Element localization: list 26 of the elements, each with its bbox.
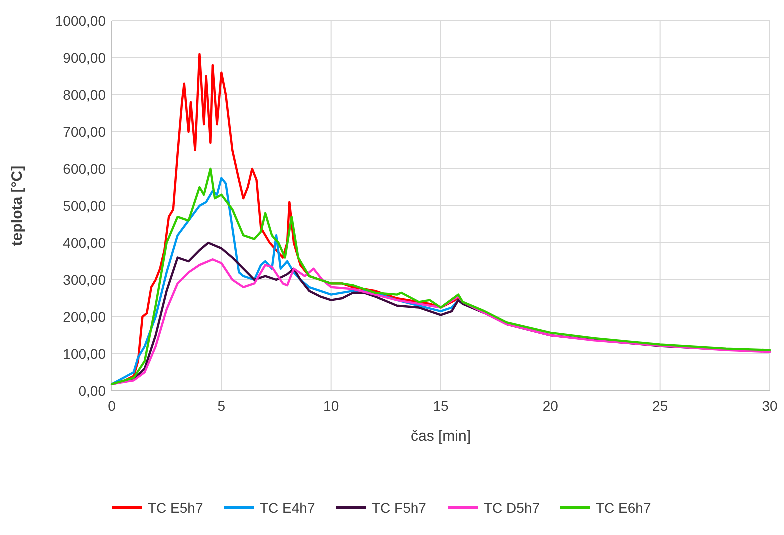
x-tick-label: 10 <box>324 398 340 414</box>
y-tick-label: 700,00 <box>63 124 106 140</box>
x-tick-label: 5 <box>218 398 226 414</box>
y-tick-label: 300,00 <box>63 272 106 288</box>
y-tick-label: 400,00 <box>63 235 106 251</box>
x-axis-title: čas [min] <box>410 428 472 445</box>
x-tick-label: 15 <box>433 398 449 414</box>
x-tick-label: 30 <box>762 398 778 414</box>
y-tick-label: 900,00 <box>63 50 106 66</box>
y-tick-label: 100,00 <box>63 346 106 362</box>
legend-label: TC E5h7 <box>148 500 204 516</box>
legend-label: TC F5h7 <box>372 500 427 516</box>
y-axis-title: teplota [°C] <box>9 166 26 246</box>
legend-label: TC D5h7 <box>484 500 540 516</box>
y-tick-label: 0,00 <box>78 383 106 399</box>
y-tick-label: 200,00 <box>63 309 106 325</box>
y-tick-label: 600,00 <box>63 161 106 177</box>
x-tick-label: 25 <box>652 398 668 414</box>
x-tick-label: 20 <box>542 398 559 414</box>
legend-label: TC E4h7 <box>260 500 316 516</box>
legend-label: TC E6h7 <box>596 500 652 516</box>
x-tick-label: 0 <box>108 398 116 414</box>
y-tick-label: 500,00 <box>63 198 106 214</box>
y-tick-label: 800,00 <box>63 87 106 103</box>
line-series <box>110 168 772 386</box>
y-tick-label: 1000,00 <box>55 13 106 29</box>
